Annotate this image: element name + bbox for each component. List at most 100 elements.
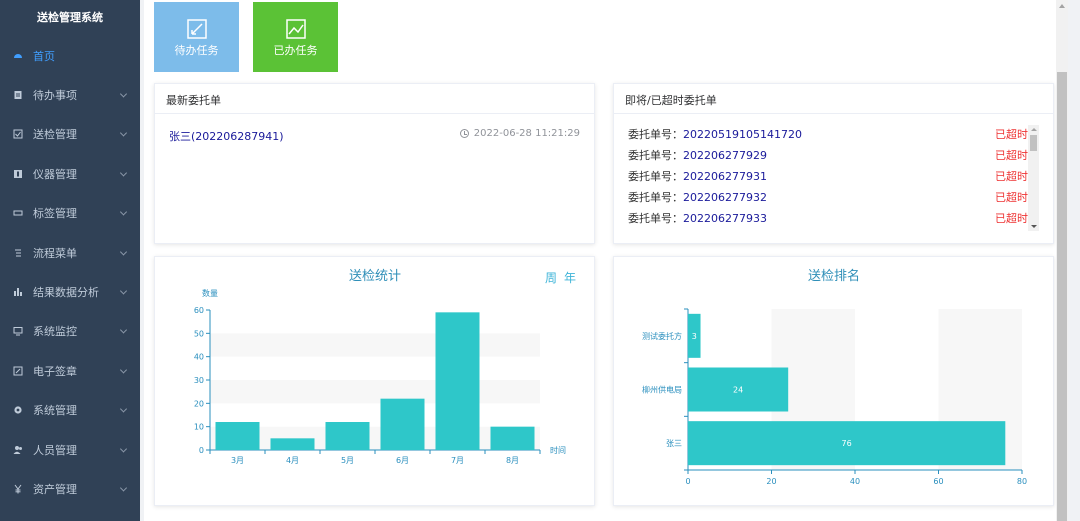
sidebar-item-label: 流程菜单 [33,246,77,260]
sidebar-item-label: 人员管理 [33,443,77,457]
order-number-label: 委托单号： [628,212,683,225]
bar[interactable] [325,422,370,450]
inspection-ranking-chart: 送检排名 0 20 40 60 80 76 张三 24 柳州供电局 3 测试委托方 [642,268,1027,486]
page-scrollbar[interactable] [1056,0,1068,521]
chevron-down-icon [119,287,128,295]
latest-orders-title: 最新委托单 [155,84,594,114]
sidebar-item-6[interactable]: 结果数据分析 [0,272,140,311]
sidebar-item-label: 系统监控 [33,325,77,339]
scroll-thumb[interactable] [1030,135,1037,151]
document-icon [13,90,23,100]
chevron-down-icon [119,248,128,256]
y-tick-label: 60 [194,306,204,315]
scroll-down-icon[interactable] [1031,225,1037,228]
order-number-link[interactable]: 202206277933 [683,212,767,225]
x-tick-label: 60 [933,477,943,486]
x-tick-label: 8月 [506,456,519,465]
app-title: 送检管理系统 [37,11,103,24]
latest-order-time-text: 2022-06-28 11:21:29 [473,128,580,139]
sidebar-item-7[interactable]: 系统监控 [0,312,140,351]
sidebar-item-5[interactable]: 流程菜单 [0,233,140,272]
order-number-link[interactable]: 202206277932 [683,191,767,204]
done-tasks-tile[interactable]: 已办任务 [253,2,338,72]
sidebar-item-10[interactable]: 人员管理 [0,430,140,469]
order-number-link[interactable]: 202206277929 [683,149,767,162]
chevron-down-icon [119,366,128,374]
order-number-link[interactable]: 202206277931 [683,170,767,183]
y-tick-label: 30 [194,376,204,385]
dashboard-icon [13,51,23,61]
order-number-label: 委托单号： [628,191,683,204]
sidebar-item-4[interactable]: 标签管理 [0,194,140,233]
chevron-down-icon [119,169,128,177]
x-axis-label: 时间 [550,445,566,455]
bar[interactable] [490,426,535,450]
inspection-stats-card: 送检统计 周 年 0 10 20 30 40 50 60 数量 3月 4月 5月 6月 7月 8月 时间 [154,256,595,506]
y-axis-label: 数量 [202,288,218,298]
overdue-status-badge: 已超时 [995,128,1028,141]
bar[interactable] [215,422,260,450]
sidebar-item-2[interactable]: 送检管理 [0,115,140,154]
bar[interactable] [688,313,701,358]
order-number-label: 委托单号： [628,149,683,162]
yen-icon [13,484,23,494]
overdue-status-badge: 已超时 [995,191,1028,204]
toolbox-year-button[interactable]: 年 [564,271,576,285]
bar[interactable] [688,421,1006,466]
sidebar-item-3[interactable]: 仪器管理 [0,154,140,193]
x-tick-label: 6月 [396,456,409,465]
people-icon [13,445,23,455]
main-content: 待办任务 已办任务 最新委托单 张三(202206287941) 2022-06… [144,0,1068,521]
todo-tasks-tile[interactable]: 待办任务 [154,2,239,72]
sidebar-item-8[interactable]: 电子签章 [0,351,140,390]
grid-band [210,380,540,404]
chevron-down-icon [119,326,128,334]
instrument-icon [13,169,23,179]
overdue-order-item: 委托单号：202206277929 已超时 [614,145,1039,166]
monitor-icon [13,326,23,336]
y-tick-label: 0 [199,446,204,455]
order-number-link[interactable]: 20220519105141720 [683,128,802,141]
grid-band [210,310,540,334]
y-tick-label: 张三 [666,439,682,448]
x-tick-label: 5月 [341,456,354,465]
scroll-up-icon[interactable] [1059,4,1065,8]
bar-value-label: 3 [692,332,697,341]
chevron-down-icon [119,445,128,453]
edit-icon [186,19,207,39]
checkbox-icon [13,129,23,139]
bar[interactable] [380,398,425,450]
overdue-orders-card: 即将/已超时委托单 委托单号：20220519105141720 已超时 委托单号：… [613,83,1054,244]
sidebar-item-label: 送检管理 [33,128,77,142]
chevron-down-icon [119,208,128,216]
sidebar-item-11[interactable]: 资产管理 [0,469,140,508]
bar-value-label: 24 [733,386,743,395]
overdue-orders-list: 委托单号：20220519105141720 已超时 委托单号：2022062779… [614,124,1039,229]
overdue-list-scrollbar[interactable] [1028,125,1039,231]
sidebar-item-label: 结果数据分析 [33,286,99,300]
sidebar-item-label: 电子签章 [33,364,77,378]
sidebar-menu: 首页 待办事项送检管理仪器管理 标签管理流程菜单结果数据分析 系统监控电子签章系统管理… [0,36,140,509]
y-tick-label: 柳州供电局 [642,385,682,395]
sidebar-item-0[interactable]: 首页 [0,36,140,75]
latest-order-time: 2022-06-28 11:21:29 [459,128,580,139]
x-tick-label: 4月 [286,456,299,465]
bar[interactable] [270,438,315,450]
scroll-up-icon[interactable] [1031,128,1037,131]
chevron-down-icon [119,405,128,413]
latest-orders-card: 最新委托单 张三(202206287941) 2022-06-28 11:21:… [154,83,595,244]
toolbox-week-button[interactable]: 周 [545,271,557,285]
sidebar-item-9[interactable]: 系统管理 [0,391,140,430]
x-tick-label: 0 [685,477,690,486]
bar[interactable] [435,312,480,450]
y-tick-label: 50 [194,329,204,338]
bar-chart-icon [13,287,23,297]
sidebar: 送检管理系统 首页 待办事项送检管理仪器管理 标签管理流程菜单结果数据分析 系统监控电… [0,0,140,521]
inspection-ranking-card: 送检排名 0 20 40 60 80 76 张三 24 柳州供电局 3 测试委托方 [613,256,1054,506]
sidebar-item-1[interactable]: 待办事项 [0,75,140,114]
latest-order-link[interactable]: 张三(202206287941) [169,130,284,143]
overdue-order-item: 委托单号：202206277931 已超时 [614,166,1039,187]
scroll-thumb[interactable] [1057,72,1067,521]
bar-value-label: 76 [842,439,852,448]
bar[interactable] [688,367,789,412]
